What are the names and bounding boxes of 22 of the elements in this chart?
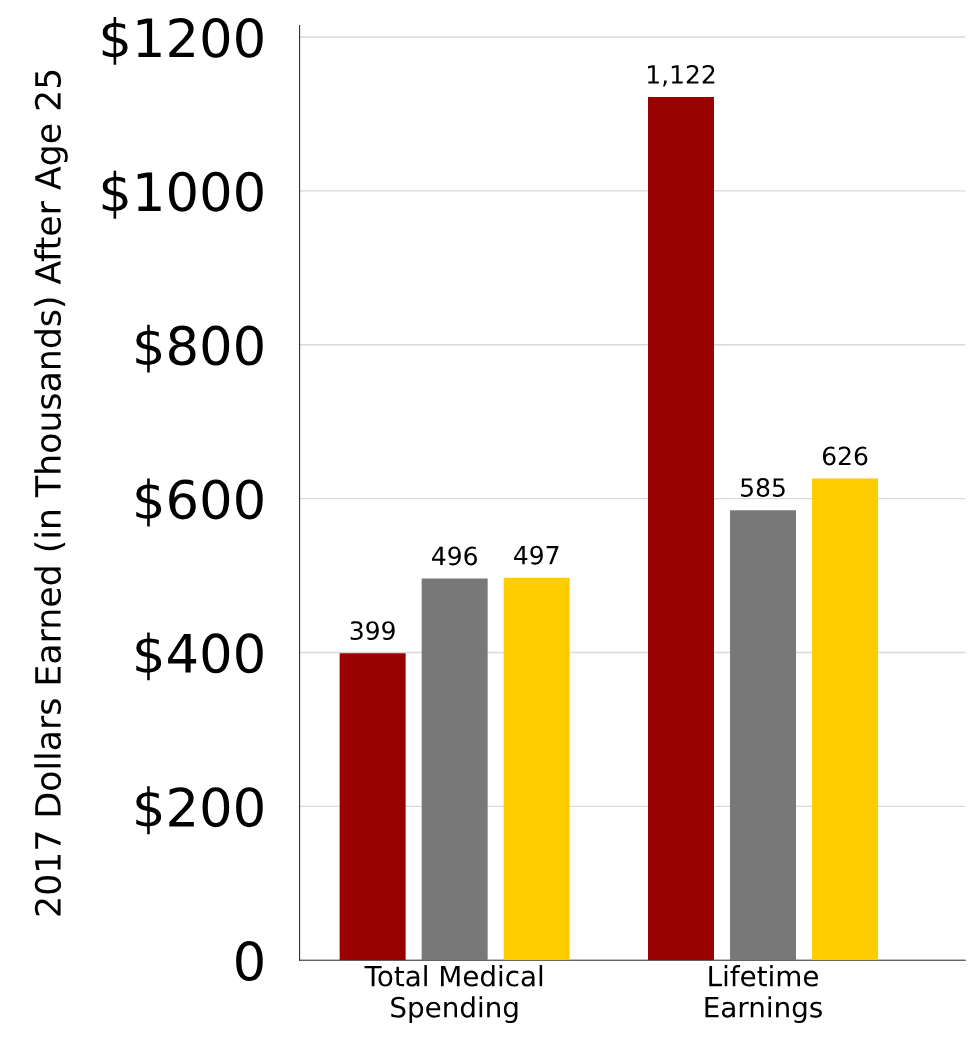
x-tick-label: Lifetime Earnings	[705, 965, 822, 1024]
data-label: 399	[350, 621, 395, 641]
data-label: 626	[822, 446, 868, 466]
data-label: 585	[741, 478, 785, 497]
y-axis-title: 2017 Dollars Earned (in Thousands) After Age 25	[34, 70, 68, 916]
bar	[730, 510, 797, 961]
data-label: 1,122	[647, 64, 715, 87]
data-label: 496	[432, 546, 477, 566]
data-label: 497	[514, 545, 559, 565]
bar	[421, 578, 488, 961]
x-tick-label: Total Medical Spending	[364, 965, 543, 1024]
y-tick-label: $800	[136, 324, 263, 373]
bar	[339, 653, 406, 961]
bar	[648, 97, 714, 961]
bar	[812, 478, 879, 961]
y-tick-label: $1000	[102, 170, 263, 219]
y-tick-label: $400	[136, 632, 263, 681]
y-tick-label: $1200	[102, 16, 263, 65]
y-tick-label: $600	[136, 478, 263, 527]
y-tick-label: $200	[136, 786, 263, 835]
y-tick-label: 0	[236, 941, 263, 982]
bar	[503, 577, 570, 961]
